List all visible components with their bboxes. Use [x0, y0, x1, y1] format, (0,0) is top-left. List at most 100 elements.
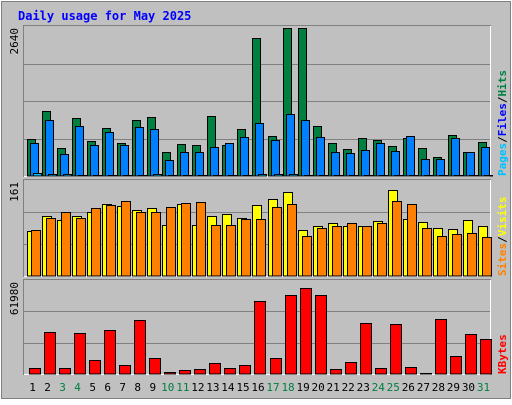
bar-pages-day-11 [183, 175, 192, 177]
bar-files-day-24 [376, 143, 385, 177]
x-tick-label: 7 [119, 381, 126, 394]
bar-files-day-4 [75, 126, 84, 177]
bar-pages-day-18 [289, 174, 298, 177]
bar-files-day-3 [60, 154, 69, 177]
bar-sites-day-undefined [407, 204, 417, 277]
bar-sites-day-undefined [106, 205, 116, 277]
x-tick-label: 11 [176, 381, 189, 394]
bar-kbytes-day-undefined [405, 367, 417, 375]
y-max-label: 2640 [8, 28, 21, 55]
legend-entry: Files [496, 103, 509, 136]
x-tick-label: 13 [206, 381, 219, 394]
legend-entry: / [496, 96, 509, 103]
bar-files-day-21 [331, 152, 340, 177]
x-tick-label: 22 [342, 381, 355, 394]
x-axis-labels: 1 2 3 4 5 6 7 8 9 10 11 12 13 14 15 16 17 18 19 20 21 22 23 24 2… [29, 381, 490, 394]
bar-sites-day-undefined [482, 237, 492, 277]
bar-pages-day-6 [108, 175, 117, 177]
bar-pages-day-21 [334, 175, 343, 177]
bar-kbytes-day-undefined [29, 368, 41, 375]
bar-pages-day-28 [439, 175, 448, 177]
bar-kbytes-day-undefined [270, 358, 282, 375]
bar-pages-day-25 [394, 175, 403, 177]
legend-entry: KBytes [496, 334, 509, 374]
x-tick-label: 27 [417, 381, 430, 394]
bar-kbytes-day-undefined [149, 358, 161, 375]
bar-kbytes-day-undefined [254, 301, 266, 375]
bar-files-day-5 [90, 145, 99, 177]
x-tick-label: 14 [221, 381, 235, 394]
bar-sites-day-undefined [211, 225, 221, 277]
bar-pages-day-10 [168, 175, 177, 177]
bar-sites-day-undefined [226, 225, 236, 277]
y-max-label: 61980 [8, 282, 21, 315]
bar-sites-day-undefined [452, 234, 462, 277]
bar-kbytes-day-undefined [194, 369, 206, 375]
bar-kbytes-day-undefined [435, 319, 447, 375]
bar-files-day-29 [451, 138, 460, 177]
legend-entry: Visits [496, 197, 509, 237]
bar-kbytes-day-undefined [375, 368, 387, 375]
bar-pages-day-19 [304, 175, 313, 177]
bar-pages-day-7 [123, 175, 132, 177]
x-tick-label: 8 [134, 381, 141, 394]
bar-sites-day-undefined [302, 236, 312, 277]
chart-panels: 2640Pages/Files/Hits161Sites/Visits61980… [8, 25, 509, 375]
bar-sites-day-undefined [317, 228, 327, 277]
bar-kbytes-day-undefined [119, 365, 131, 375]
bar-pages-day-3 [63, 174, 72, 177]
y-max-label: 161 [8, 182, 21, 202]
bar-kbytes-day-undefined [480, 339, 492, 375]
bar-files-day-16 [255, 123, 264, 177]
x-tick-label: 15 [236, 381, 249, 394]
bar-sites-day-undefined [347, 223, 357, 277]
bar-pages-day-4 [78, 175, 87, 177]
x-tick-label: 31 [477, 381, 490, 394]
legend-2: Sites/Visits [496, 197, 509, 277]
x-tick-label: 12 [191, 381, 204, 394]
bar-sites-day-undefined [332, 226, 342, 277]
bar-files-day-13 [210, 147, 219, 177]
x-tick-label: 16 [251, 381, 264, 394]
bar-kbytes-day-undefined [330, 369, 342, 375]
bar-files-day-30 [466, 152, 475, 177]
bar-kbytes-day-undefined [300, 288, 312, 375]
x-tick-label: 25 [387, 381, 400, 394]
bar-kbytes-day-undefined [420, 373, 432, 375]
bar-kbytes-day-undefined [239, 365, 251, 375]
bar-sites-day-undefined [166, 207, 176, 277]
bar-files-day-11 [180, 152, 189, 177]
bar-files-day-7 [120, 145, 129, 177]
panel-3: 61980 KBytes [8, 279, 509, 375]
legend-entry: / [496, 236, 509, 243]
bar-sites-day-undefined [256, 219, 266, 277]
bar-files-day-25 [391, 151, 400, 177]
x-tick-label: 21 [327, 381, 340, 394]
x-tick-label: 30 [462, 381, 475, 394]
bar-pages-day-5 [93, 175, 102, 177]
bar-files-day-20 [316, 137, 325, 177]
bar-files-day-14 [225, 143, 234, 177]
bar-kbytes-day-undefined [450, 356, 462, 375]
x-tick-label: 18 [281, 381, 294, 394]
bar-kbytes-day-undefined [134, 320, 146, 375]
bar-files-day-18 [286, 114, 295, 177]
bar-files-day-12 [195, 152, 204, 177]
bar-sites-day-undefined [377, 223, 387, 277]
bar-sites-day-undefined [196, 202, 206, 277]
legend-entry: Sites [496, 243, 509, 276]
x-tick-label: 3 [59, 381, 66, 394]
bar-pages-day-22 [349, 175, 358, 177]
bar-files-day-22 [346, 153, 355, 177]
outer-bevel-dark [1, 1, 511, 399]
bar-files-day-26 [406, 136, 415, 177]
x-tick-label: 1 [29, 381, 36, 394]
bar-files-day-1 [30, 143, 39, 177]
bar-sites-day-undefined [272, 207, 282, 277]
bar-sites-day-undefined [136, 212, 146, 277]
bar-kbytes-day-undefined [209, 363, 221, 375]
bar-kbytes-day-undefined [59, 368, 71, 375]
legend-3: KBytes [496, 334, 509, 374]
